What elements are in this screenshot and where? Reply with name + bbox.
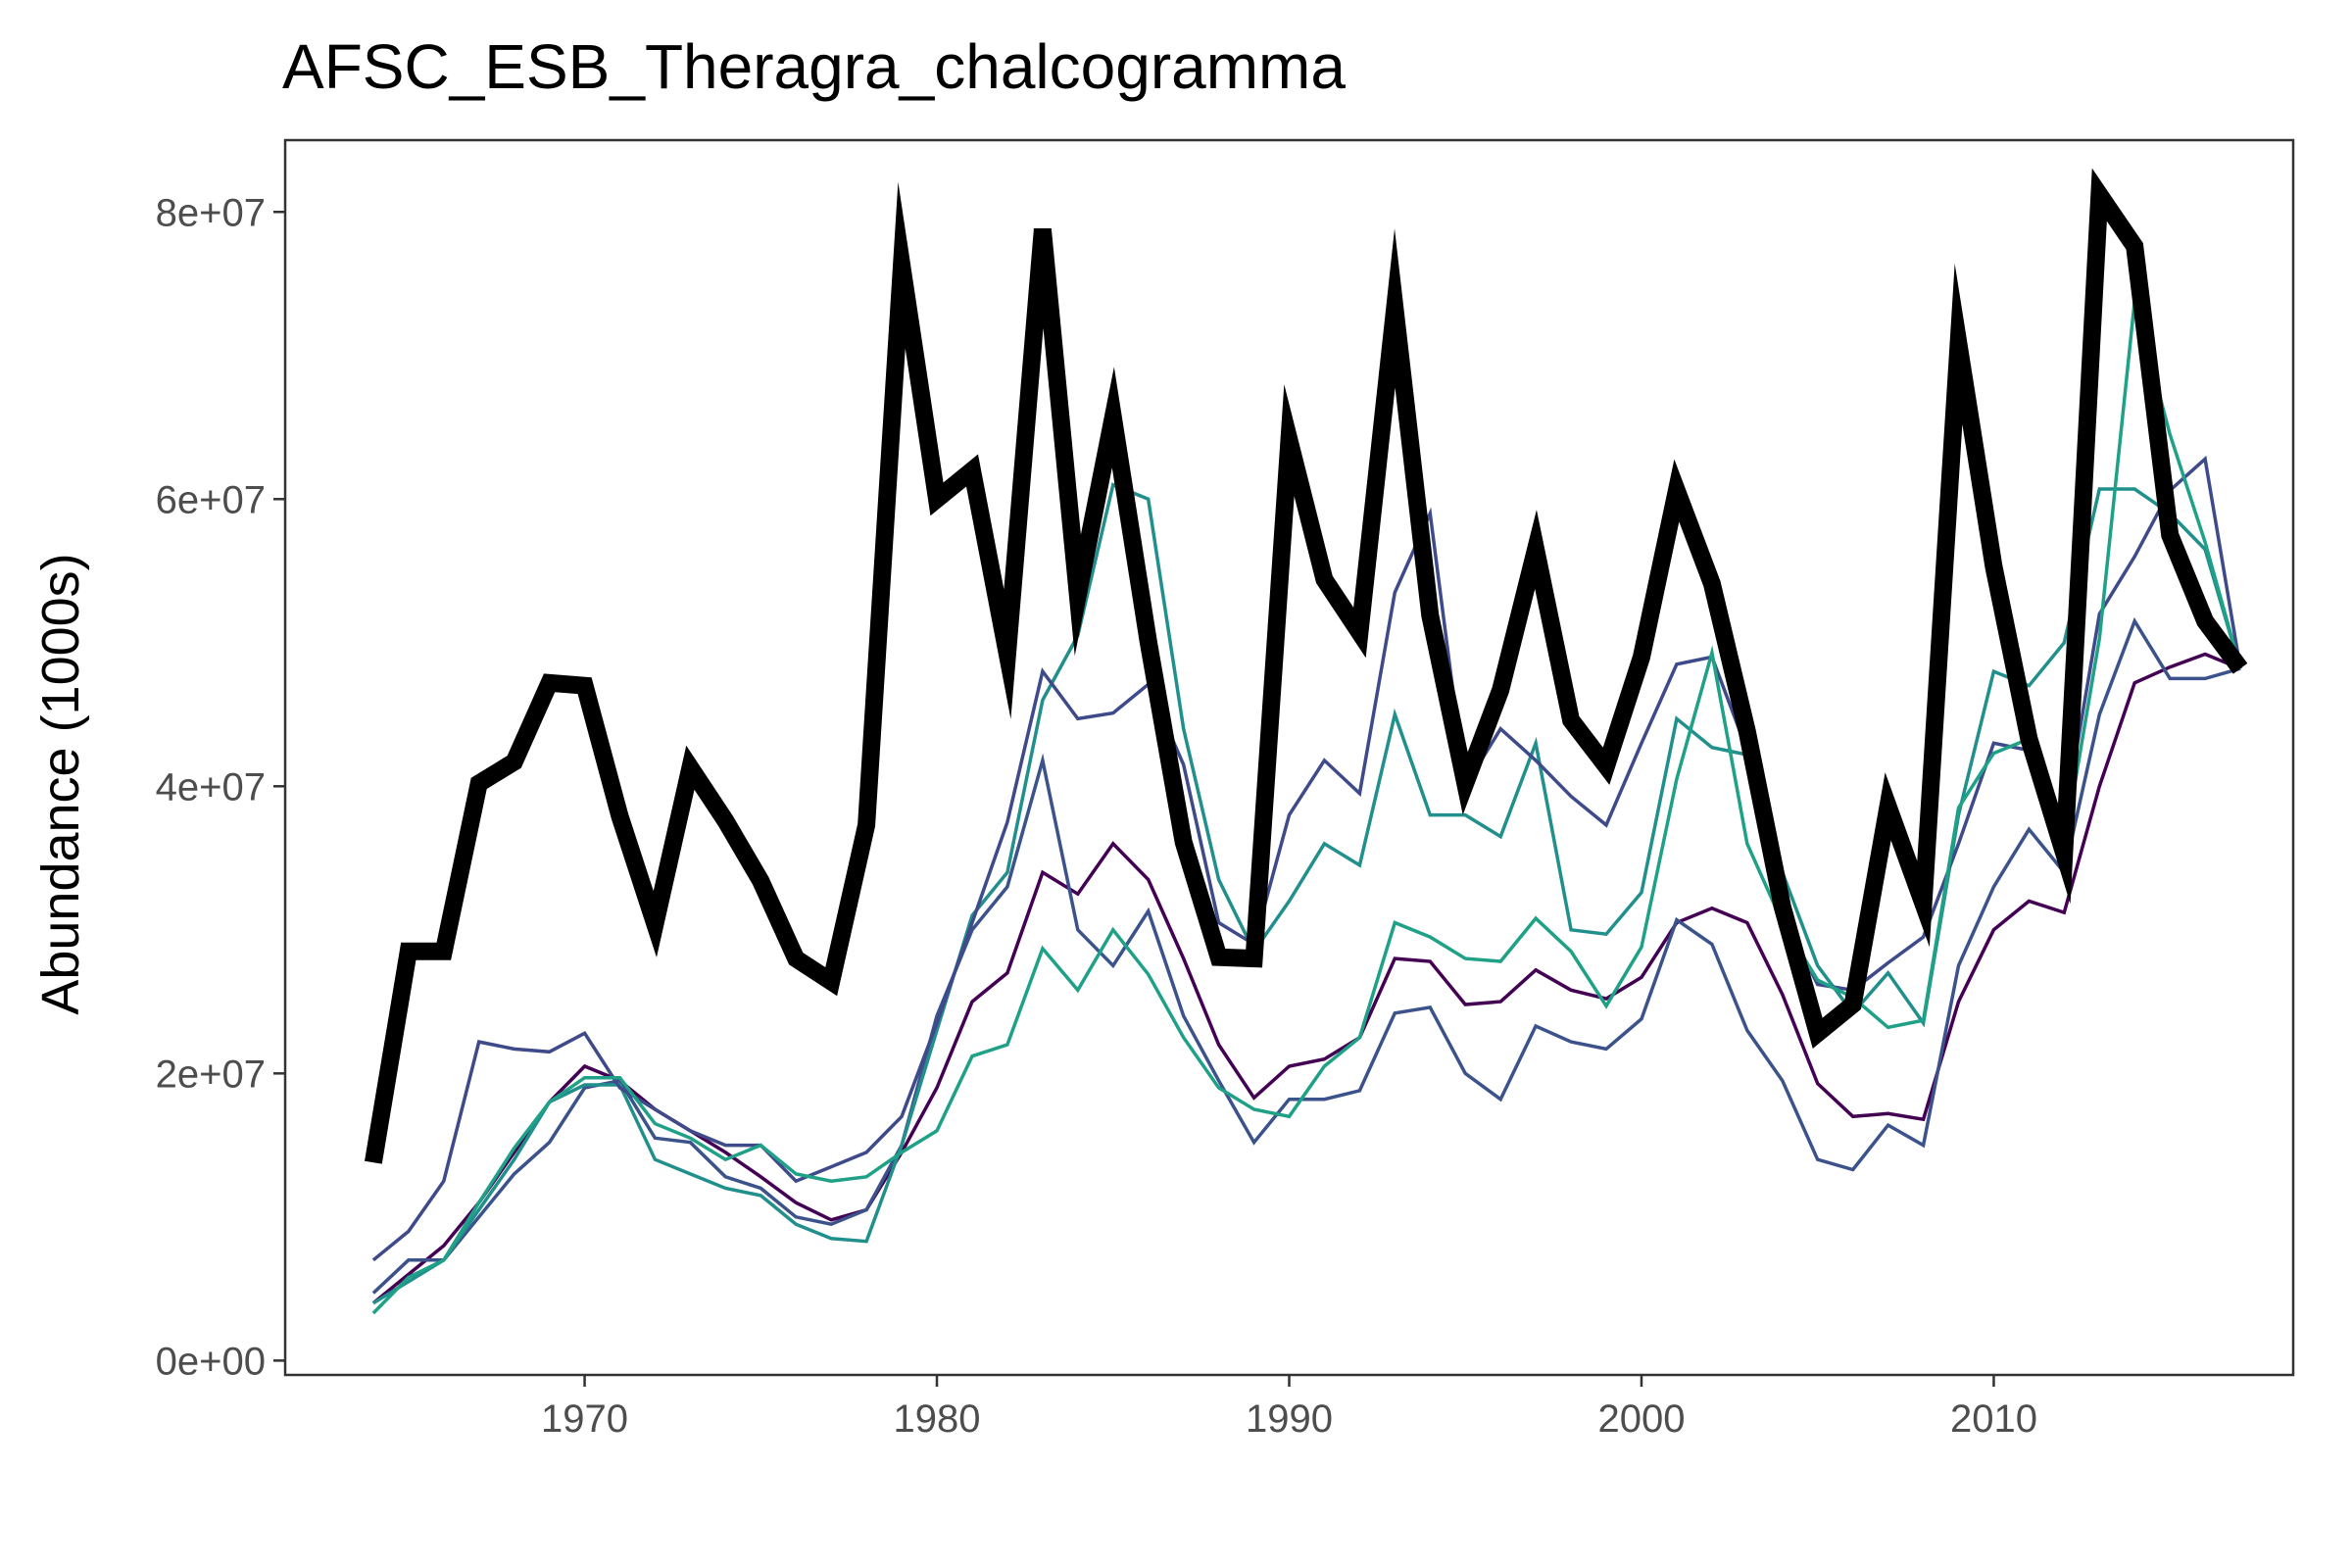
- y-tick-label: 6e+07: [156, 478, 266, 521]
- series-line-1: [365, 168, 2248, 1164]
- series-line-2: [371, 652, 2241, 1305]
- y-tick-label: 4e+07: [156, 765, 266, 808]
- series-line-6: [371, 291, 2242, 1315]
- x-tick-label: 1990: [1246, 1397, 1333, 1441]
- series-line-5: [371, 455, 2242, 1262]
- x-tick-label: 2000: [1597, 1397, 1685, 1441]
- chart-title: AFSC_ESB_Theragra_chalcogramma: [282, 31, 1346, 102]
- x-axis: 1970 1980 1990 2000 2010: [541, 1375, 2037, 1441]
- x-tick-label: 1970: [541, 1397, 628, 1441]
- x-tick-label: 2010: [1950, 1397, 2037, 1441]
- x-tick-label: 1980: [894, 1397, 981, 1441]
- series-layer: [365, 168, 2248, 1315]
- series-line-3: [371, 616, 2241, 1295]
- y-tick-label: 8e+07: [156, 191, 266, 234]
- y-axis-label: Abundance (1000s): [31, 553, 90, 1014]
- y-tick-label: 2e+07: [156, 1053, 266, 1096]
- y-tick-label: 0e+00: [156, 1340, 266, 1383]
- y-axis: 0e+00 2e+07 4e+07 6e+07 8e+07: [156, 191, 285, 1383]
